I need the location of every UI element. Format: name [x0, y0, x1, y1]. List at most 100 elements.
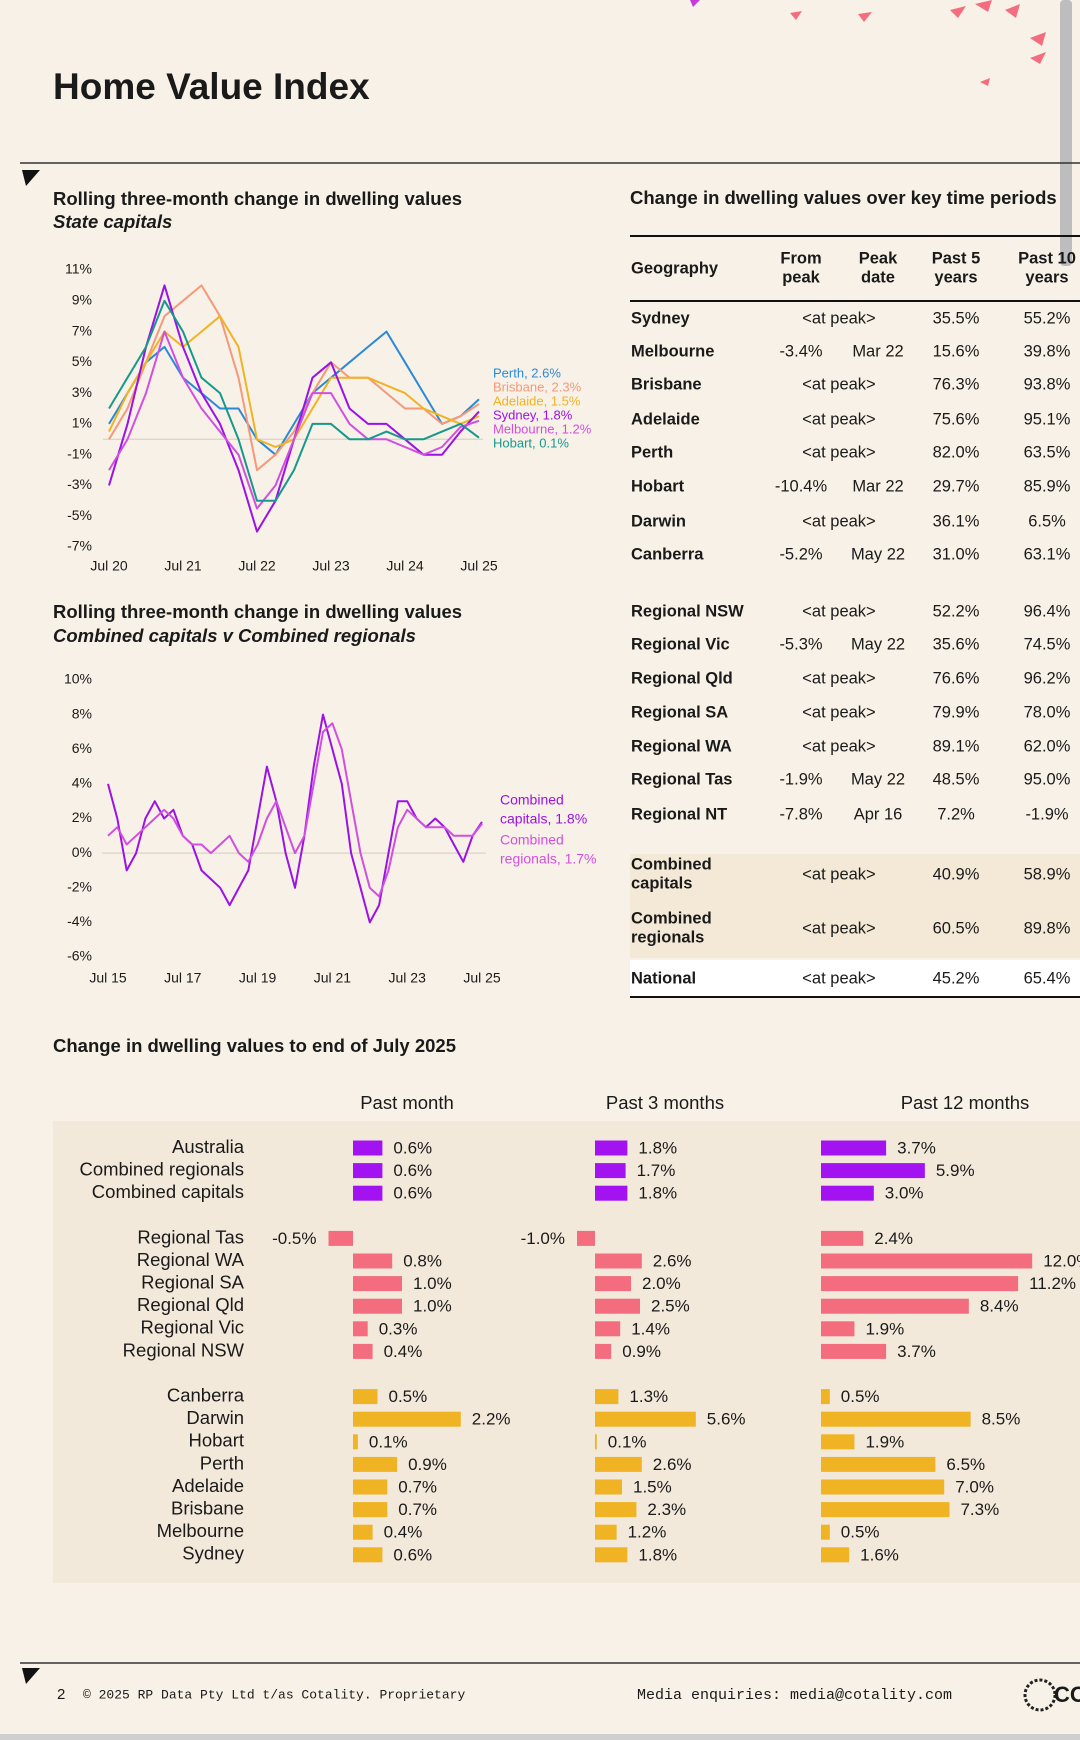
- row-label: Regional WA: [631, 737, 732, 755]
- value-label: 0.4%: [384, 1342, 423, 1361]
- decor-triangle: [980, 78, 990, 86]
- x-tick-label: Jul 25: [460, 558, 498, 574]
- series-label: Sydney, 1.8%: [493, 407, 573, 422]
- bar: [595, 1456, 642, 1472]
- table-cell: <at peak>: [802, 669, 875, 687]
- decor-triangle: [790, 11, 802, 20]
- value-label: 0.8%: [403, 1251, 442, 1270]
- bar: [595, 1140, 628, 1156]
- row-label: Brisbane: [631, 375, 702, 393]
- table-cell: <at peak>: [802, 737, 875, 755]
- table-cell: May 22: [851, 545, 905, 563]
- chart-title: Rolling three-month change in dwelling v…: [53, 188, 462, 209]
- value-label: 2.6%: [653, 1251, 692, 1270]
- bar: [595, 1411, 696, 1427]
- table-cell: -7.8%: [779, 805, 822, 823]
- category-label: Combined capitals: [92, 1181, 244, 1202]
- category-label: Brisbane: [171, 1497, 244, 1518]
- bar: [595, 1298, 640, 1314]
- bar: [353, 1434, 358, 1450]
- column-header: Past 10 years: [1018, 250, 1076, 287]
- scrollbar[interactable]: [1060, 0, 1072, 266]
- category-label: Regional SA: [141, 1271, 245, 1292]
- category-label: Sydney: [182, 1543, 244, 1564]
- page-title: Home Value Index: [53, 66, 370, 107]
- table-cell: 82.0%: [933, 443, 980, 461]
- value-label: 1.2%: [628, 1523, 667, 1542]
- x-tick-label: Jul 17: [164, 970, 202, 986]
- row-label: Regional Tas: [631, 770, 732, 788]
- category-label: Regional Vic: [140, 1317, 244, 1338]
- bar: [353, 1389, 378, 1405]
- bar: [821, 1185, 874, 1201]
- table-cell: 96.2%: [1024, 669, 1071, 687]
- table-cell: 76.6%: [933, 669, 980, 687]
- value-label: 1.8%: [638, 1138, 677, 1157]
- corner-marker: [22, 170, 40, 186]
- row-label: Darwin: [631, 512, 686, 530]
- decor-triangle: [950, 6, 966, 18]
- value-label: -1.0%: [521, 1229, 565, 1248]
- chart-title: Change in dwelling values to end of July…: [53, 1035, 456, 1056]
- table-cell: 89.1%: [933, 737, 980, 755]
- value-label: 0.6%: [393, 1161, 432, 1180]
- value-label: 1.0%: [413, 1274, 452, 1293]
- value-label: 8.4%: [980, 1297, 1019, 1316]
- bar: [595, 1479, 622, 1495]
- table-cell: Mar 22: [852, 342, 903, 360]
- y-tick-label: -7%: [67, 538, 92, 554]
- column-header: Past 5 years: [932, 250, 981, 287]
- value-label: 0.5%: [841, 1523, 880, 1542]
- table-cell: 39.8%: [1024, 342, 1071, 360]
- value-label: 2.0%: [642, 1274, 681, 1293]
- y-tick-label: 11%: [65, 261, 92, 277]
- value-label: 0.1%: [608, 1432, 647, 1451]
- table-cell: <at peak>: [802, 443, 875, 461]
- line-series: [108, 299, 480, 502]
- table-cell: 40.9%: [933, 865, 980, 883]
- table-cell: 79.9%: [933, 703, 980, 721]
- x-tick-label: Jul 23: [389, 970, 427, 986]
- y-tick-label: 5%: [72, 353, 92, 369]
- table-cell: 78.0%: [1024, 703, 1071, 721]
- decor-triangle: [975, 0, 992, 12]
- value-label: 1.8%: [638, 1184, 677, 1203]
- row-label: National: [631, 969, 696, 987]
- line-series: [108, 330, 480, 510]
- value-label: 2.6%: [653, 1455, 692, 1474]
- y-tick-label: 1%: [72, 415, 92, 431]
- row-label: Adelaide: [631, 410, 700, 428]
- table-cell: -5.3%: [779, 635, 822, 653]
- table-cell: 35.5%: [933, 309, 980, 327]
- decor-triangle: [690, 0, 700, 7]
- bar: [821, 1298, 969, 1314]
- bar: [821, 1502, 950, 1518]
- row-label: Combined capitals: [631, 856, 712, 893]
- table-cell: <at peak>: [802, 375, 875, 393]
- table-cell: -1.9%: [779, 770, 822, 788]
- value-label: 8.5%: [982, 1410, 1021, 1429]
- table-cell: <at peak>: [802, 919, 875, 937]
- logo-mark: [1023, 1678, 1057, 1712]
- x-tick-label: Jul 20: [90, 558, 128, 574]
- category-label: Darwin: [186, 1407, 244, 1428]
- bar: [353, 1140, 383, 1156]
- panel-header: Past 3 months: [606, 1092, 724, 1113]
- x-tick-label: Jul 24: [386, 558, 424, 574]
- table-cell: 95.1%: [1024, 410, 1071, 428]
- value-label: 1.9%: [865, 1432, 904, 1451]
- bar: [595, 1343, 612, 1359]
- bar: [353, 1276, 402, 1292]
- bar: [821, 1343, 887, 1359]
- table-band: [630, 854, 1080, 958]
- row-label: Perth: [631, 443, 673, 461]
- table-cell: 60.5%: [933, 919, 980, 937]
- bar: [821, 1479, 945, 1495]
- table-cell: Mar 22: [852, 477, 903, 495]
- chart-subtitle: Combined capitals v Combined regionals: [53, 625, 416, 646]
- table-cell: 7.2%: [937, 805, 975, 823]
- value-label: 2.5%: [651, 1297, 690, 1316]
- chart-title: Rolling three-month change in dwelling v…: [53, 601, 462, 622]
- y-tick-label: -4%: [67, 913, 92, 929]
